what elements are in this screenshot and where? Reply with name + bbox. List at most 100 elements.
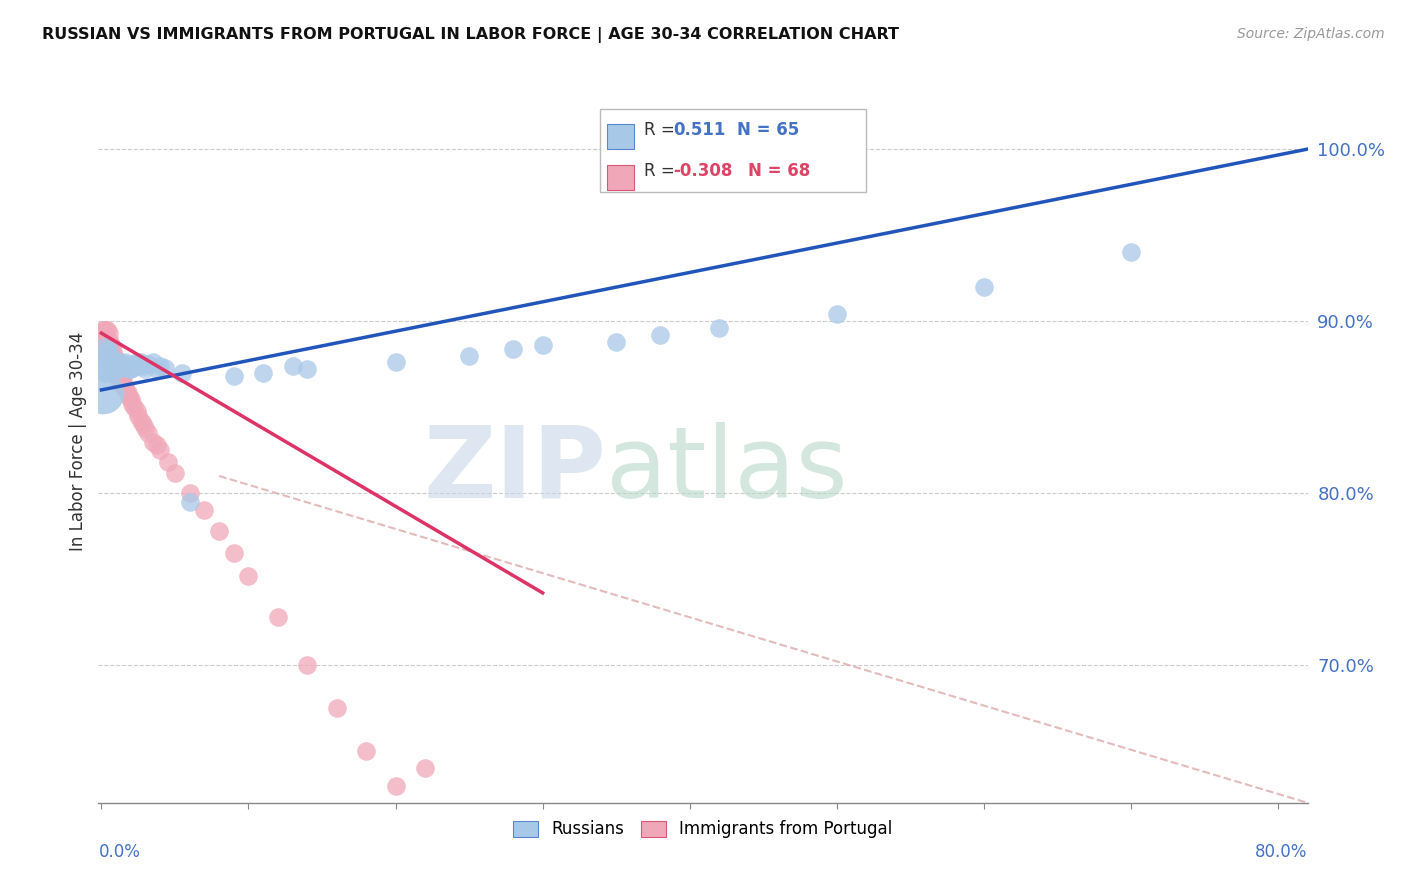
Text: -0.308: -0.308 [672, 162, 733, 180]
Point [208, 524, 231, 538]
Point [96, 323, 118, 337]
Point [105, 362, 128, 376]
Point [91, 340, 114, 354]
Point [142, 434, 165, 449]
Point [94, 351, 117, 366]
Point [91, 323, 114, 337]
Point [97, 326, 120, 341]
Point [100, 366, 122, 380]
Point [179, 495, 201, 509]
Point [354, 744, 377, 758]
Point [281, 359, 304, 373]
Point [101, 357, 124, 371]
Point [108, 373, 131, 387]
Point [97, 351, 120, 366]
Point [105, 351, 128, 366]
Legend: Russians, Immigrants from Portugal: Russians, Immigrants from Portugal [506, 814, 900, 845]
Point [93, 323, 115, 337]
Point [104, 355, 127, 369]
Point [100, 355, 122, 369]
Point [156, 455, 179, 469]
Point [100, 362, 122, 376]
Point [149, 443, 172, 458]
Point [108, 355, 131, 369]
Bar [607, 124, 634, 149]
Point [149, 359, 172, 373]
Point [134, 421, 156, 435]
Point [97, 349, 120, 363]
Point [122, 357, 145, 371]
Point [118, 390, 141, 404]
Point [825, 307, 848, 321]
Point [94, 340, 117, 354]
Point [98, 357, 121, 371]
Y-axis label: In Labor Force | Age 30-34: In Labor Force | Age 30-34 [69, 332, 87, 551]
Point [100, 362, 122, 376]
Point [193, 503, 215, 517]
Text: N = 68: N = 68 [748, 162, 810, 180]
Point [94, 357, 117, 371]
Point [115, 383, 138, 397]
Point [91, 351, 114, 366]
Point [114, 355, 136, 369]
Point [384, 779, 406, 793]
Text: 0.511: 0.511 [672, 121, 725, 139]
Point [100, 340, 122, 354]
Point [100, 351, 122, 366]
Point [131, 359, 153, 373]
Point [110, 359, 132, 373]
Point [96, 351, 118, 366]
Point [129, 355, 152, 369]
Point [605, 334, 627, 349]
Text: 80.0%: 80.0% [1256, 843, 1308, 861]
Point [146, 438, 169, 452]
Point [153, 360, 176, 375]
Point [458, 349, 481, 363]
Point [709, 321, 731, 335]
Point [531, 338, 554, 352]
Point [98, 345, 121, 359]
Point [101, 351, 124, 366]
Text: RUSSIAN VS IMMIGRANTS FROM PORTUGAL IN LABOR FORCE | AGE 30-34 CORRELATION CHART: RUSSIAN VS IMMIGRANTS FROM PORTUGAL IN L… [42, 27, 900, 43]
Point [97, 351, 120, 365]
Point [105, 359, 128, 373]
Point [93, 349, 115, 363]
Point [111, 357, 134, 371]
Point [125, 403, 148, 417]
Point [96, 334, 118, 349]
Point [104, 362, 127, 376]
Bar [607, 165, 634, 190]
Text: R =: R = [644, 162, 679, 180]
Point [146, 362, 169, 376]
FancyBboxPatch shape [600, 109, 866, 193]
Point [101, 345, 124, 359]
Point [172, 366, 194, 380]
Point [222, 369, 245, 384]
Point [122, 400, 145, 414]
Point [112, 379, 135, 393]
Point [107, 357, 129, 371]
Point [117, 386, 139, 401]
Point [112, 359, 135, 373]
Point [97, 355, 120, 369]
Point [121, 360, 143, 375]
Point [142, 355, 165, 369]
Point [94, 351, 117, 366]
Point [267, 610, 290, 624]
Point [110, 366, 132, 380]
Point [127, 409, 149, 423]
Point [107, 366, 129, 380]
Point [94, 331, 117, 345]
Point [112, 369, 135, 384]
Point [97, 343, 120, 358]
Point [111, 373, 134, 387]
Text: Source: ZipAtlas.com: Source: ZipAtlas.com [1237, 27, 1385, 41]
Point [94, 349, 117, 363]
Point [101, 355, 124, 369]
Point [97, 336, 120, 351]
Point [108, 362, 131, 376]
Text: 0.0%: 0.0% [98, 843, 141, 861]
Point [96, 349, 118, 363]
Point [94, 323, 117, 337]
Text: ZIP: ZIP [423, 422, 606, 519]
